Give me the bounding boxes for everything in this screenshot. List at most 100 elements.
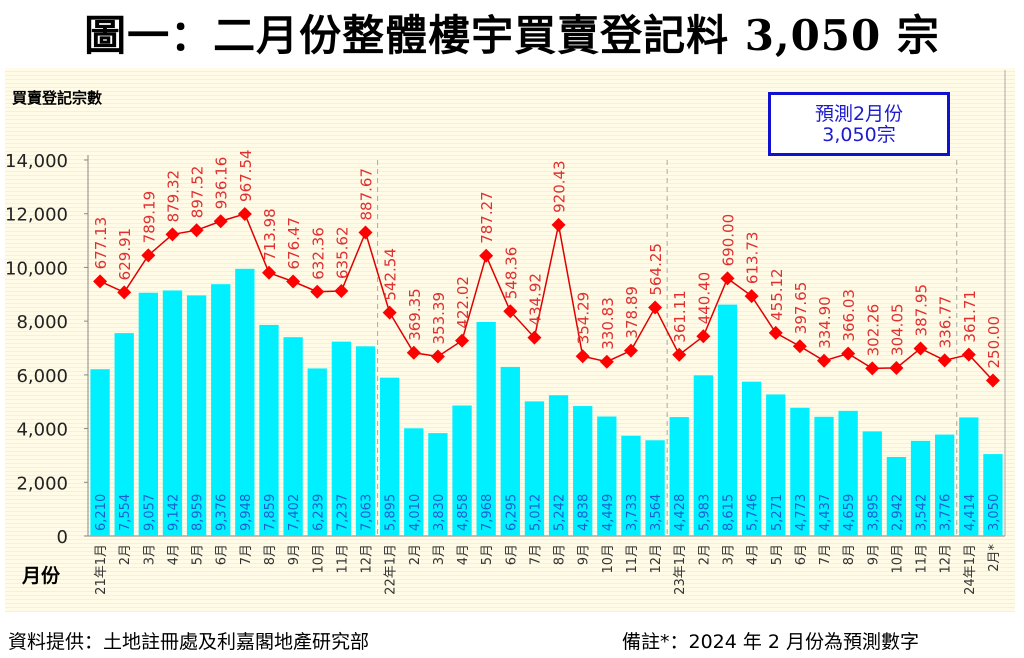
bar-value-label: 6,210 — [94, 494, 109, 531]
bar-value-label: 7,237 — [335, 494, 350, 531]
bar-value-label: 3,542 — [915, 494, 930, 531]
line-series — [99, 213, 994, 382]
bar — [307, 368, 327, 536]
line-value-label: 353.39 — [430, 292, 448, 345]
bar-value-label: 5,983 — [697, 494, 712, 531]
line-marker — [310, 284, 325, 299]
line-value-label: 564.25 — [647, 243, 665, 296]
bar-value-label: 7,859 — [263, 494, 278, 531]
x-tick-label: 2月 — [408, 544, 423, 565]
bar-value-label: 3,830 — [432, 494, 447, 531]
bar-value-label: 4,437 — [818, 494, 833, 531]
line-value-label: 920.43 — [551, 160, 569, 213]
x-tick-label: 8月 — [553, 544, 568, 565]
y-tick-label: 0 — [57, 527, 68, 548]
line-value-label: 302.26 — [864, 304, 882, 357]
line-value-label: 434.92 — [526, 273, 544, 326]
line-value-label: 632.36 — [309, 227, 327, 280]
line-value-label: 897.52 — [189, 166, 207, 219]
line-marker — [551, 217, 566, 232]
x-tick-label: 21年1月 — [94, 544, 109, 595]
bar — [186, 295, 207, 536]
line-value-label: 397.65 — [792, 282, 810, 335]
line-marker — [527, 330, 542, 345]
bar-value-label: 4,838 — [577, 494, 592, 531]
line-value-label: 334.90 — [816, 296, 834, 349]
bar — [138, 292, 158, 536]
x-tick-label: 5月 — [191, 544, 206, 565]
bar — [283, 337, 303, 536]
footnote: 備註*：2024 年 2 月份為預測數字 — [622, 631, 920, 653]
bar — [693, 375, 714, 536]
x-tick-label: 22年1月 — [384, 544, 399, 595]
bar-value-label: 5,746 — [746, 494, 761, 531]
bar — [379, 377, 400, 536]
bar-value-label: 2,942 — [890, 494, 905, 531]
line-value-label: 361.11 — [671, 290, 689, 343]
line-value-label: 369.35 — [406, 288, 424, 341]
line-value-label: 336.77 — [937, 296, 955, 349]
x-tick-label: 23年1月 — [673, 544, 688, 595]
bar — [935, 434, 955, 536]
line-marker — [479, 248, 494, 263]
bar — [717, 304, 738, 536]
y-tick-label: 8,000 — [16, 312, 68, 333]
bar-value-label: 3,050 — [987, 494, 1002, 531]
line-marker — [213, 214, 228, 229]
line-value-label: 440.40 — [695, 272, 713, 325]
x-tick-label: 8月 — [842, 544, 857, 565]
line-marker — [575, 349, 590, 364]
y-tick-label: 2,000 — [16, 473, 68, 494]
prediction-box: 預測2月份 3,050宗 — [768, 92, 950, 156]
bar — [90, 369, 110, 536]
line-marker — [720, 271, 735, 286]
line-marker — [286, 274, 301, 289]
line-marker — [696, 329, 711, 344]
line-marker — [623, 343, 638, 358]
bar-value-label: 3,733 — [625, 494, 640, 531]
bar — [814, 416, 834, 536]
bar-value-label: 9,142 — [166, 494, 181, 531]
bar-value-label: 7,063 — [360, 494, 375, 531]
x-tick-label: 10月 — [311, 544, 326, 574]
line-marker — [889, 360, 904, 375]
line-value-label: 455.12 — [768, 268, 786, 321]
x-tick-label: 9月 — [577, 544, 592, 565]
line-marker — [648, 300, 663, 315]
line-value-label: 887.67 — [358, 168, 376, 221]
prediction-line2: 3,050宗 — [822, 124, 896, 146]
line-value-label: 304.05 — [888, 303, 906, 356]
x-tick-label: 11月 — [915, 544, 930, 574]
line-marker — [382, 305, 397, 320]
x-tick-label: 2月* — [987, 544, 1002, 572]
line-value-label: 789.19 — [140, 191, 158, 244]
line-value-label: 250.00 — [985, 316, 1003, 369]
line-value-label: 354.29 — [575, 292, 593, 345]
bar-value-label: 8,615 — [721, 494, 736, 531]
line-value-label: 635.62 — [333, 226, 351, 279]
bar-value-label: 5,895 — [384, 494, 399, 531]
bar — [838, 410, 858, 536]
bar-value-label: 6,295 — [504, 494, 519, 531]
line-value-label: 676.47 — [285, 217, 303, 270]
bar — [452, 405, 472, 536]
bar-value-label: 4,414 — [963, 494, 978, 531]
line-marker — [261, 265, 276, 280]
line-marker — [672, 347, 687, 362]
x-tick-label: 10月 — [890, 544, 905, 574]
bar-value-label: 8,959 — [191, 494, 206, 531]
bar — [621, 435, 641, 536]
line-value-label: 378.89 — [623, 286, 641, 339]
line-value-label: 387.95 — [913, 284, 931, 337]
bar-value-label: 9,376 — [215, 494, 230, 531]
x-tick-label: 6月 — [215, 544, 230, 565]
x-tick-label: 7月 — [239, 544, 254, 565]
bar — [983, 454, 1003, 536]
bar — [235, 268, 255, 536]
x-tick-label: 2月 — [118, 544, 133, 565]
x-tick-label: 11月 — [335, 544, 350, 574]
x-tick-label: 4月 — [746, 544, 761, 565]
bar — [959, 417, 979, 536]
bar-value-label: 4,449 — [601, 494, 616, 531]
line-value-label: 361.71 — [961, 290, 979, 343]
